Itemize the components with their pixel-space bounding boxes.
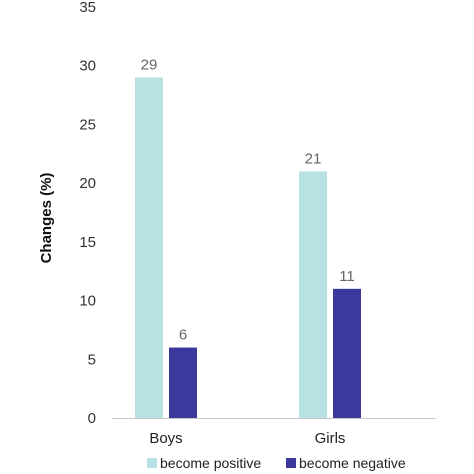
legend-label: become negative bbox=[299, 455, 406, 471]
bar-boys-become-negative bbox=[169, 347, 197, 418]
data-label: 6 bbox=[179, 327, 187, 344]
y-tick-label: 20 bbox=[79, 175, 96, 192]
y-tick-label: 0 bbox=[88, 410, 96, 427]
data-label: 11 bbox=[339, 268, 355, 285]
y-tick-label: 25 bbox=[79, 116, 96, 133]
x-axis-categories: Boys Girls bbox=[149, 430, 345, 447]
y-axis-label: Changes (%) bbox=[38, 173, 55, 264]
data-label: 29 bbox=[141, 56, 158, 73]
y-tick-label: 5 bbox=[88, 351, 96, 368]
y-tick-label: 10 bbox=[79, 293, 96, 310]
y-tick-label: 35 bbox=[79, 0, 96, 16]
legend: become positive become negative bbox=[147, 455, 406, 471]
y-tick-label: 30 bbox=[79, 58, 96, 75]
legend-label: become positive bbox=[160, 455, 261, 471]
bar-girls-become-negative bbox=[333, 288, 361, 418]
data-label: 21 bbox=[305, 150, 322, 167]
legend-swatch bbox=[147, 458, 157, 468]
bar-boys-become-positive bbox=[135, 77, 163, 418]
x-category-label: Girls bbox=[315, 430, 346, 447]
legend-swatch bbox=[286, 458, 296, 468]
y-tick-label: 15 bbox=[79, 234, 96, 251]
y-axis: 0 5 10 15 20 25 30 35 bbox=[79, 0, 96, 427]
x-category-label: Boys bbox=[149, 430, 182, 447]
bars: 29 6 21 11 bbox=[135, 56, 361, 418]
bar-girls-become-positive bbox=[299, 171, 327, 418]
